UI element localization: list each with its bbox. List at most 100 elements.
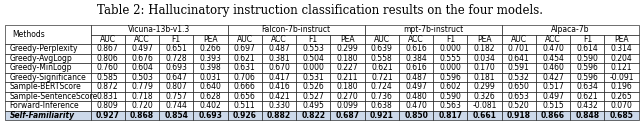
Text: 0.000: 0.000 bbox=[440, 44, 461, 53]
Text: Falcon-7b-instruct: Falcon-7b-instruct bbox=[262, 25, 331, 34]
Bar bbox=[399, 101, 433, 111]
Bar bbox=[228, 101, 262, 111]
Text: 0.728: 0.728 bbox=[166, 54, 187, 63]
Bar bbox=[604, 73, 639, 82]
Bar bbox=[125, 82, 159, 92]
Bar bbox=[330, 44, 365, 54]
Text: 0.182: 0.182 bbox=[474, 44, 495, 53]
Text: 0.806: 0.806 bbox=[97, 54, 118, 63]
Bar bbox=[536, 101, 570, 111]
Text: Greedy-Significance: Greedy-Significance bbox=[10, 73, 86, 82]
Text: 0.693: 0.693 bbox=[165, 63, 188, 72]
Text: 0.384: 0.384 bbox=[405, 54, 427, 63]
Bar bbox=[433, 111, 467, 120]
Text: 0.807: 0.807 bbox=[165, 82, 187, 91]
Text: 0.299: 0.299 bbox=[474, 82, 495, 91]
Text: F1: F1 bbox=[583, 35, 592, 44]
Text: F1: F1 bbox=[172, 35, 181, 44]
Bar bbox=[228, 25, 365, 35]
Bar bbox=[228, 82, 262, 92]
Text: F1: F1 bbox=[308, 35, 318, 44]
Bar bbox=[604, 111, 639, 120]
Text: 0.634: 0.634 bbox=[577, 82, 598, 91]
Bar bbox=[91, 35, 125, 44]
Bar bbox=[570, 92, 604, 101]
Text: 0.596: 0.596 bbox=[577, 73, 598, 82]
Bar bbox=[125, 92, 159, 101]
Bar bbox=[399, 73, 433, 82]
Bar bbox=[502, 82, 536, 92]
Bar bbox=[330, 63, 365, 73]
Bar bbox=[467, 35, 502, 44]
Text: AUC: AUC bbox=[237, 35, 253, 44]
Bar bbox=[125, 54, 159, 63]
Bar bbox=[193, 92, 228, 101]
Bar bbox=[125, 101, 159, 111]
Bar bbox=[296, 82, 330, 92]
Bar bbox=[125, 73, 159, 82]
Text: 0.495: 0.495 bbox=[302, 101, 324, 110]
Bar bbox=[228, 92, 262, 101]
Bar bbox=[467, 82, 502, 92]
Bar bbox=[5, 63, 91, 73]
Text: 0.585: 0.585 bbox=[97, 73, 118, 82]
Bar bbox=[193, 101, 228, 111]
Text: Sample-SentenceScore: Sample-SentenceScore bbox=[10, 92, 98, 101]
Text: 0.227: 0.227 bbox=[337, 63, 358, 72]
Text: 0.651: 0.651 bbox=[165, 44, 187, 53]
Text: 0.706: 0.706 bbox=[234, 73, 256, 82]
Text: PEA: PEA bbox=[340, 35, 355, 44]
Bar bbox=[330, 54, 365, 63]
Text: 0.511: 0.511 bbox=[234, 101, 255, 110]
Bar bbox=[502, 54, 536, 63]
Text: 0.848: 0.848 bbox=[575, 111, 600, 120]
Text: 0.653: 0.653 bbox=[508, 92, 530, 101]
Bar bbox=[365, 82, 399, 92]
Text: 0.520: 0.520 bbox=[508, 101, 530, 110]
Text: 0.470: 0.470 bbox=[405, 101, 427, 110]
Bar bbox=[193, 54, 228, 63]
Bar bbox=[159, 54, 193, 63]
Bar bbox=[228, 35, 262, 44]
Text: 0.181: 0.181 bbox=[474, 73, 495, 82]
Bar bbox=[399, 63, 433, 73]
Bar bbox=[365, 25, 502, 35]
Text: PEA: PEA bbox=[477, 35, 492, 44]
Bar bbox=[570, 73, 604, 82]
Text: 0.718: 0.718 bbox=[131, 92, 153, 101]
Text: 0.867: 0.867 bbox=[97, 44, 118, 53]
Bar bbox=[330, 92, 365, 101]
Bar bbox=[399, 82, 433, 92]
Text: 0.000: 0.000 bbox=[440, 63, 461, 72]
Bar bbox=[125, 63, 159, 73]
Text: 0.470: 0.470 bbox=[542, 44, 564, 53]
Text: Greedy-Perplexity: Greedy-Perplexity bbox=[10, 44, 78, 53]
Bar bbox=[536, 73, 570, 82]
Text: 0.927: 0.927 bbox=[96, 111, 120, 120]
Text: 0.517: 0.517 bbox=[542, 82, 564, 91]
Text: 0.721: 0.721 bbox=[371, 73, 392, 82]
Bar bbox=[502, 101, 536, 111]
Text: 0.650: 0.650 bbox=[508, 82, 530, 91]
Bar bbox=[91, 25, 228, 35]
Bar bbox=[433, 73, 467, 82]
Text: 0.602: 0.602 bbox=[440, 82, 461, 91]
Bar bbox=[91, 92, 125, 101]
Text: PEA: PEA bbox=[204, 35, 218, 44]
Text: 0.270: 0.270 bbox=[337, 92, 358, 101]
Bar bbox=[467, 73, 502, 82]
Text: 0.631: 0.631 bbox=[234, 63, 255, 72]
Bar bbox=[330, 82, 365, 92]
Text: 0.817: 0.817 bbox=[438, 111, 462, 120]
Bar bbox=[433, 35, 467, 44]
Bar bbox=[91, 44, 125, 54]
Text: 0.641: 0.641 bbox=[508, 54, 530, 63]
Bar bbox=[5, 92, 91, 101]
Text: 0.034: 0.034 bbox=[474, 54, 495, 63]
Text: 0.616: 0.616 bbox=[405, 44, 427, 53]
Text: 0.416: 0.416 bbox=[268, 82, 290, 91]
Text: 0.918: 0.918 bbox=[507, 111, 531, 120]
Text: 0.326: 0.326 bbox=[474, 92, 495, 101]
Bar bbox=[502, 35, 536, 44]
Text: 0.850: 0.850 bbox=[404, 111, 428, 120]
